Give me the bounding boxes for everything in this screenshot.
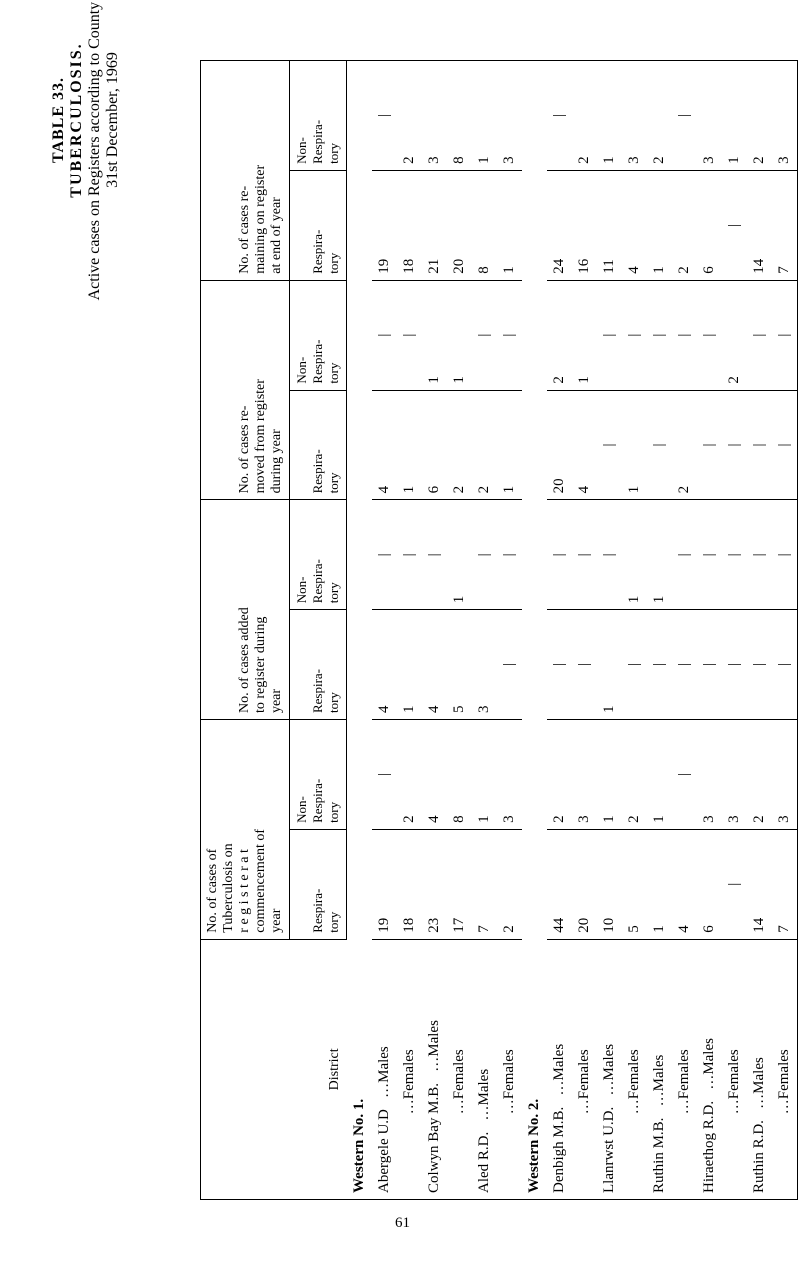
row-district: …Females (772, 939, 798, 1199)
colhead-2: No. of cases added to register during ye… (201, 500, 290, 720)
row-district: Colwyn Bay M.B. …Males (422, 939, 447, 1199)
table-row: …Females|3|||2|1 (722, 61, 747, 1200)
subhead-resp: Respira-tory (290, 170, 347, 280)
table-heading: TUBERCULOSIS. (68, 0, 86, 480)
table-sub: Active cases on Registers according to C… (86, 0, 104, 480)
row-district: …Females (722, 939, 747, 1199)
table-row: Denbigh M.B. …Males442||20224| (547, 61, 572, 1200)
row-district: …Females (622, 939, 647, 1199)
row-district: Ruthin M.B. …Males (647, 939, 672, 1199)
table-row: Ruthin R.D. …Males142||||142 (747, 61, 772, 1200)
table-row: Colwyn Bay M.B. …Males2344|61213 (422, 61, 447, 1200)
row-district: Hiraethog R.D. …Males (697, 939, 722, 1199)
page: TABLE 33. TUBERCULOSIS. Active cases on … (0, 0, 800, 1266)
colhead-3: No. of cases re- moved from register dur… (201, 280, 290, 500)
table-row: …Females23||1|13 (497, 61, 522, 1200)
row-district: Llanrwst U.D. …Males (597, 939, 622, 1199)
main-table: District No. of cases of Tuberculosis on… (200, 60, 798, 1200)
subhead-resp: Respira-tory (290, 829, 347, 939)
row-district: Aled R.D. …Males (472, 939, 497, 1199)
group-header: Western No. 2. (522, 61, 547, 1200)
subhead-nonresp: Non-Respira-tory (290, 720, 347, 830)
table-rotated: District No. of cases of Tuberculosis on… (200, 60, 798, 1200)
table-row: Abergele U.D …Males19|4|4|19| (372, 61, 397, 1200)
table-row: …Females4|||2|2| (672, 61, 697, 1200)
subhead-nonresp: Non-Respira-tory (290, 500, 347, 610)
col-district-head: District (201, 939, 348, 1199)
table-row: …Females1821|1|182 (397, 61, 422, 1200)
row-district: …Females (572, 939, 597, 1199)
table-row: Hiraethog R.D. …Males63||||63 (697, 61, 722, 1200)
table-date: 31st December, 1969 (104, 0, 122, 480)
table-row: …Females52|11|43 (622, 61, 647, 1200)
subhead-nonresp: Non-Respira-tory (290, 61, 347, 171)
title-block: TABLE 33. TUBERCULOSIS. Active cases on … (50, 0, 122, 480)
subhead-resp: Respira-tory (290, 610, 347, 720)
row-district: Ruthin R.D. …Males (747, 939, 772, 1199)
group-header: Western No. 1. (347, 61, 372, 1200)
table-number: TABLE 33. (50, 0, 68, 480)
page-number: 61 (395, 1215, 410, 1232)
row-district: …Females (497, 939, 522, 1199)
subhead-resp: Respira-tory (290, 390, 347, 500)
row-district: …Females (447, 939, 472, 1199)
row-district: …Females (672, 939, 697, 1199)
table-wrap: District No. of cases of Tuberculosis on… (200, 60, 620, 1200)
subhead-nonresp: Non-Respira-tory (290, 280, 347, 390)
colhead-1: No. of cases of Tuberculosis on r e g i … (201, 720, 290, 940)
table-row: Aled R.D. …Males713|2|81 (472, 61, 497, 1200)
table-row: …Females1785121208 (447, 61, 472, 1200)
row-district: Denbigh M.B. …Males (547, 939, 572, 1199)
row-district: …Females (397, 939, 422, 1199)
table-row: Ruthin M.B. …Males11|1||12 (647, 61, 672, 1200)
table-row: …Females203||41162 (572, 61, 597, 1200)
table-row: …Females73||||73 (772, 61, 798, 1200)
colhead-4: No. of cases re- maining on register at … (201, 61, 290, 281)
table-row: Llanrwst U.D. …Males1011|||111 (597, 61, 622, 1200)
row-district: Abergele U.D …Males (372, 939, 397, 1199)
